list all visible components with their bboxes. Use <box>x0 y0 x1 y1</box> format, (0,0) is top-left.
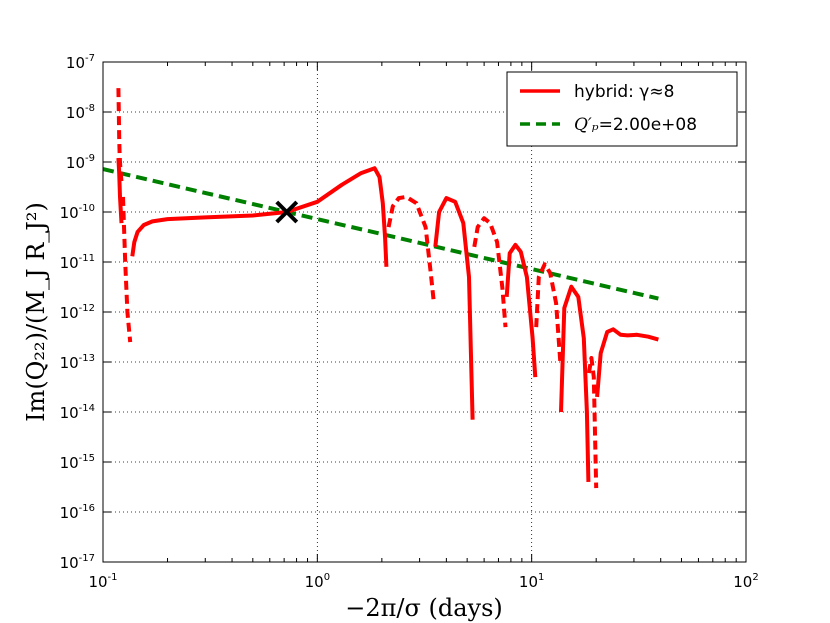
legend: hybrid: γ≈8 Q′ₚ=2.00e+08 <box>506 71 738 147</box>
series-hybrid-segment-dashed <box>116 88 124 183</box>
series-hybrid-segment-dashed <box>472 216 508 328</box>
y-tick-label: 10-10 <box>60 203 95 222</box>
y-tick-label: 10-9 <box>66 153 95 172</box>
x-tick-label: 101 <box>519 572 544 591</box>
ticks: 10-1 100 101 102 10-17 10-16 10-15 10-14 10-13 10… <box>60 53 759 591</box>
x-axis-label: −2π/σ (days) <box>345 594 503 622</box>
series-hybrid-segment-solid <box>433 196 475 420</box>
x-tick-label: 10-1 <box>88 572 117 591</box>
series-hybrid-segment-solid <box>504 242 538 378</box>
y-tick-label: 10-8 <box>66 103 95 122</box>
y-tick-label: 10-7 <box>66 53 95 72</box>
legend-label-hybrid: hybrid: γ≈8 <box>574 82 674 102</box>
y-tick-label: 10-15 <box>60 453 95 472</box>
legend-box <box>506 71 738 147</box>
series-hybrid-segment-solid <box>595 327 659 398</box>
series-qp-line <box>102 167 659 301</box>
y-tick-label: 10-16 <box>60 503 95 522</box>
x-tick-label: 100 <box>305 572 330 591</box>
y-tick-label: 10-14 <box>60 403 95 422</box>
series-hybrid-segment-dashed <box>386 194 436 304</box>
series-hybrid-segment-solid <box>559 284 591 482</box>
plot-lines <box>102 88 659 489</box>
series-hybrid-segment-dashed <box>586 356 599 489</box>
series-hybrid-segment-dashed <box>121 196 133 343</box>
grid <box>103 62 746 562</box>
x-tick-label: 102 <box>733 572 758 591</box>
y-tick-label: 10-11 <box>60 253 95 272</box>
y-tick-label: 10-17 <box>60 553 95 572</box>
legend-label-qp-value: =2.00e+08 <box>599 115 697 135</box>
legend-label-qp-symbol: Q′ₚ <box>574 115 599 135</box>
legend-label-qp: Q′ₚ=2.00e+08 <box>574 115 697 135</box>
series-hybrid-segment-dashed <box>534 262 563 363</box>
marker-x <box>275 200 299 224</box>
y-tick-label: 10-13 <box>60 353 95 372</box>
y-tick-label: 10-12 <box>60 303 95 322</box>
y-axis-label: Im(Q₂₂)/(M_J R_J²) <box>22 202 50 422</box>
